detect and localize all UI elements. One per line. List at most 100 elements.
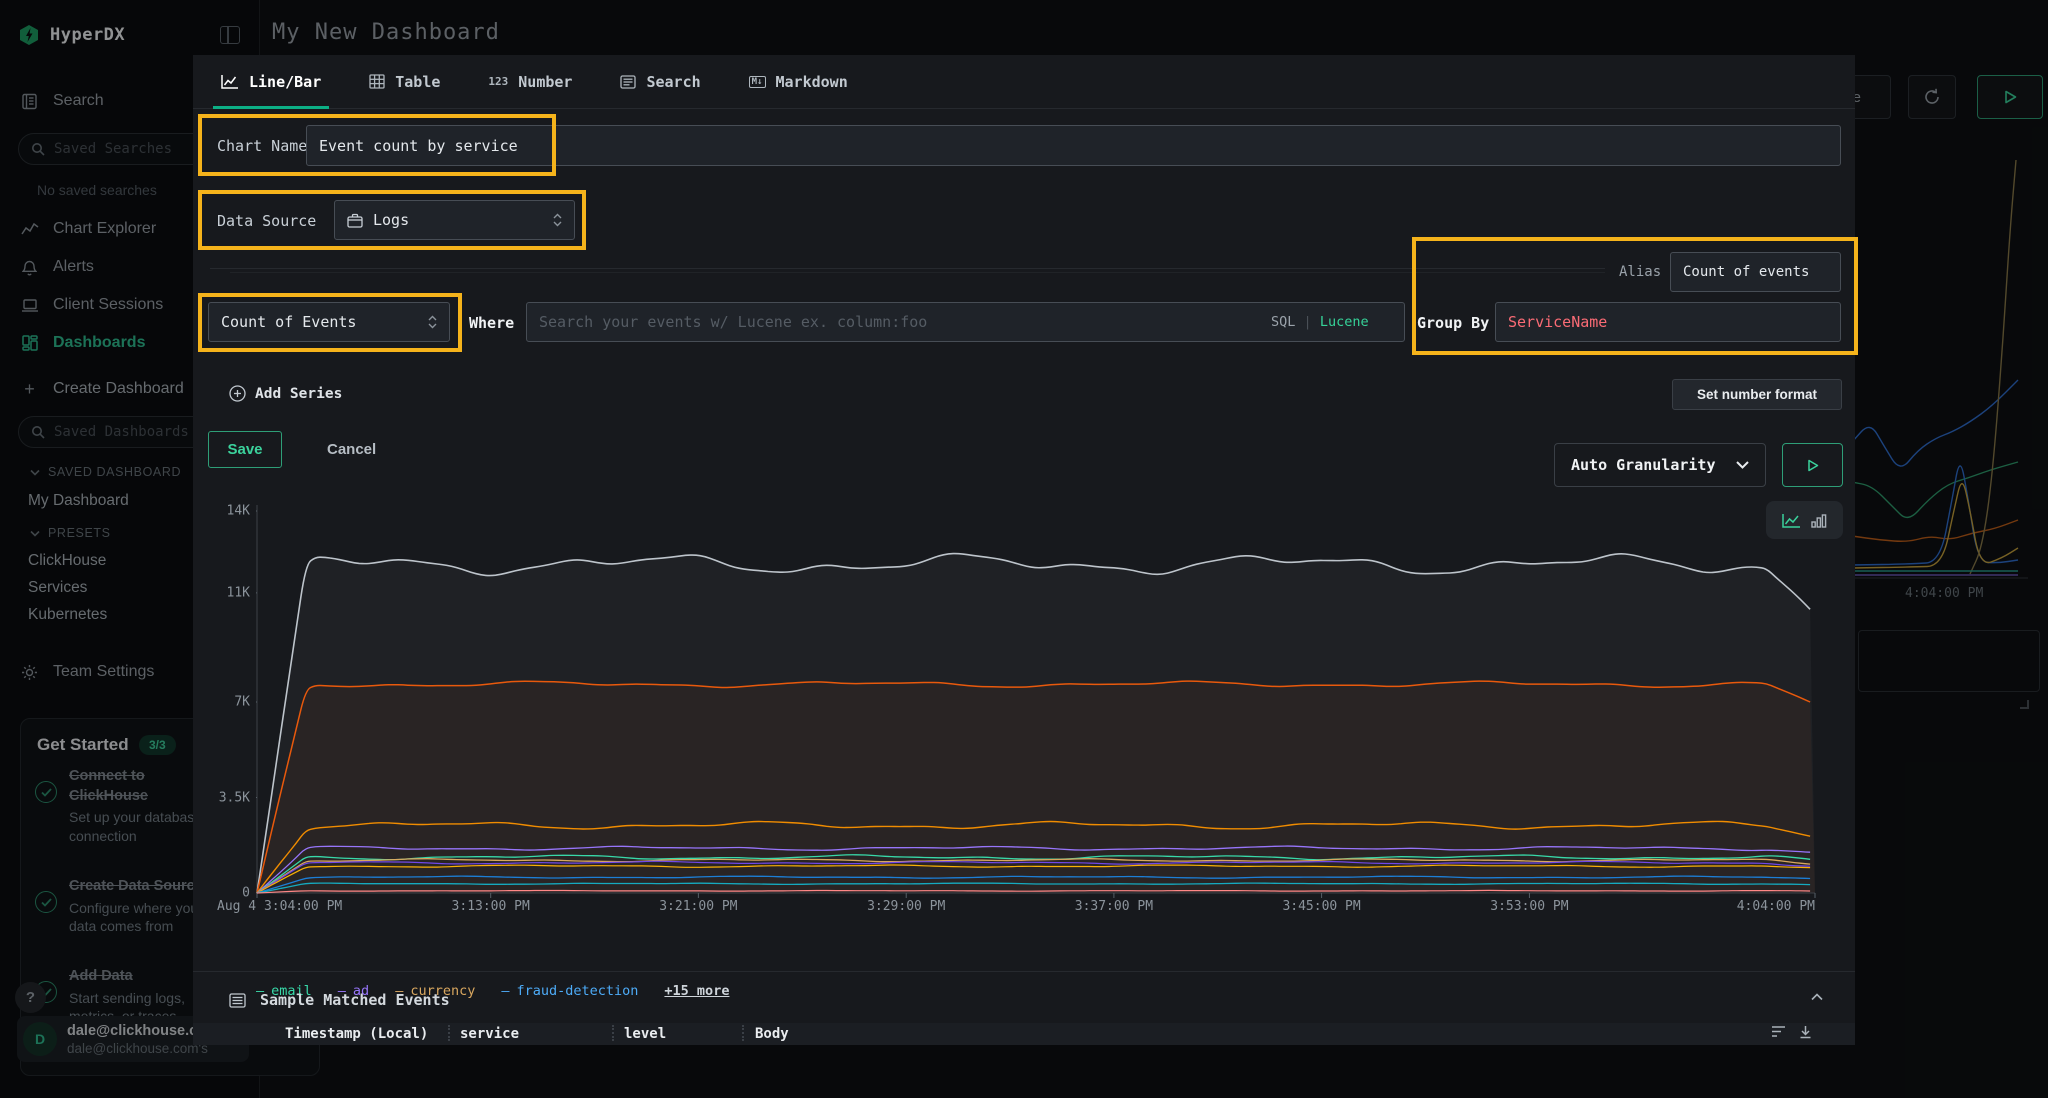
where-search-input[interactable]: [526, 302, 1405, 342]
sql-toggle[interactable]: SQL: [1271, 314, 1296, 330]
bar-mode-icon[interactable]: [1811, 513, 1827, 528]
chart-line-icon: [20, 222, 39, 236]
sidebar-item-dashboards[interactable]: Dashboards: [0, 328, 260, 358]
alias-input[interactable]: [1670, 252, 1841, 292]
plus-icon: +: [24, 378, 35, 399]
data-source-label: Data Source: [217, 212, 317, 230]
sidebar-item-my-dashboard[interactable]: My Dashboard: [28, 492, 129, 509]
laptop-icon: [20, 298, 39, 313]
aggregation-select[interactable]: Count of Events: [208, 302, 450, 342]
sidebar-item-label: Team Settings: [53, 663, 155, 680]
markdown-icon: M↓: [748, 75, 766, 88]
get-started-item-desc: Configure where your data comes from: [69, 899, 203, 935]
list-icon: [229, 992, 246, 1008]
presets-section[interactable]: PRESETS: [30, 526, 111, 540]
sidebar-collapse-icon[interactable]: [220, 26, 240, 44]
get-started-item[interactable]: Create Data Source Configure where your …: [35, 877, 225, 936]
x-tick-label: 3:13:00 PM: [451, 899, 530, 914]
background-dashboard-chart: [1852, 150, 2028, 620]
background-panel-fragment: [1858, 630, 2040, 692]
user-org: dale@clickhouse.com's: [67, 1041, 208, 1056]
timeseries-chart[interactable]: 0 3.5K 7K 11K 14K Aug 4 3:04:00 PM 3:13:00 PM…: [217, 503, 1816, 914]
get-started-item[interactable]: Connect to ClickHouse Set up your databa…: [35, 767, 225, 846]
page-title: My New Dashboard: [272, 20, 500, 45]
sidebar-item-team-settings[interactable]: Team Settings: [0, 657, 260, 687]
chart-name-input[interactable]: [306, 125, 1841, 166]
sort-lines-icon[interactable]: [1771, 1025, 1786, 1038]
legend-item[interactable]: — fraud-detection: [501, 983, 639, 999]
get-started-item-desc: Set up your database connection: [69, 809, 203, 845]
number-123-icon: 123: [488, 75, 509, 88]
x-tick-label: 3:53:00 PM: [1490, 899, 1569, 914]
brand-name: HyperDX: [50, 25, 126, 45]
refresh-button[interactable]: [1908, 75, 1956, 119]
chart-type-tabbar: Line/Bar Table 123 Number Search M↓ Ma: [193, 55, 1855, 109]
updown-chevron-icon: [428, 315, 437, 329]
column-header[interactable]: level: [624, 1026, 667, 1042]
magnifier-icon: [31, 142, 45, 156]
chevron-down-icon: [1736, 461, 1749, 469]
check-circle-icon: [35, 781, 57, 803]
sidebar-item-label: Client Sessions: [53, 296, 164, 313]
run-chart-button[interactable]: [1782, 443, 1843, 487]
sidebar-item-client-sessions[interactable]: Client Sessions: [0, 290, 260, 320]
sidebar-item-services[interactable]: Services: [28, 579, 88, 596]
lucene-toggle[interactable]: Lucene: [1319, 314, 1369, 330]
create-dashboard-label: Create Dashboard: [53, 380, 184, 397]
chart-legend: — email — ad — currency — fraud-detection +1…: [256, 983, 729, 999]
data-source-select[interactable]: Logs: [334, 200, 575, 240]
brand[interactable]: HyperDX: [18, 24, 125, 46]
collapse-chevron-icon[interactable]: [1811, 993, 1823, 1001]
line-mode-icon[interactable]: [1782, 513, 1801, 528]
query-language-toggle[interactable]: SQL | Lucene: [1271, 314, 1369, 330]
column-header[interactable]: Timestamp (Local): [285, 1026, 429, 1042]
avatar: D: [23, 1022, 57, 1056]
tab-number[interactable]: 123 Number: [488, 72, 573, 91]
tab-table[interactable]: Table: [369, 55, 440, 109]
sidebar-item-label: Chart Explorer: [53, 220, 157, 237]
panel-resize-handle[interactable]: [2020, 700, 2029, 709]
bell-icon: [20, 259, 39, 276]
save-button[interactable]: Save: [208, 431, 282, 468]
legend-item[interactable]: — ad: [337, 983, 370, 999]
tab-line-bar[interactable]: Line/Bar: [212, 55, 330, 109]
legend-item[interactable]: — email: [256, 983, 312, 999]
tab-search[interactable]: Search: [620, 55, 701, 109]
table-icon: [369, 74, 385, 89]
sidebar-item-kubernetes[interactable]: Kubernetes: [28, 606, 108, 623]
magnifier-icon: [31, 425, 45, 439]
legend-more-link[interactable]: +15 more: [664, 983, 730, 999]
saved-dashboards-input[interactable]: [54, 424, 204, 440]
cancel-button[interactable]: Cancel: [315, 431, 388, 468]
group-by-input[interactable]: [1495, 302, 1841, 342]
sample-events-header[interactable]: Sample Matched Events: [229, 991, 450, 1009]
tab-markdown[interactable]: M↓ Markdown: [748, 55, 848, 109]
granularity-select[interactable]: Auto Granularity: [1554, 443, 1766, 487]
get-started-item-title: Connect to ClickHouse: [69, 768, 148, 804]
chevron-down-icon: [30, 530, 40, 537]
x-tick-label: 3:29:00 PM: [867, 899, 946, 914]
sidebar-item-label: Dashboards: [53, 334, 146, 351]
x-tick-label: 3:45:00 PM: [1282, 899, 1361, 914]
sidebar-item-chart-explorer[interactable]: Chart Explorer: [0, 214, 260, 244]
saved-searches-input[interactable]: [54, 141, 204, 157]
sidebar-item-search[interactable]: Search: [0, 86, 260, 116]
add-series-button[interactable]: Add Series: [229, 385, 342, 402]
set-number-format-button[interactable]: Set number format: [1672, 379, 1842, 410]
sample-events-table-header: Timestamp (Local) service level Body: [193, 1023, 1855, 1045]
legend-item[interactable]: — currency: [395, 983, 476, 999]
sidebar-item-alerts[interactable]: Alerts: [0, 252, 260, 282]
no-saved-searches-text: No saved searches: [37, 182, 157, 198]
search-doc-icon: [20, 93, 39, 110]
saved-dashboards-section[interactable]: SAVED DASHBOARD: [30, 465, 181, 479]
download-icon[interactable]: [1799, 1025, 1812, 1039]
chart-name-label: Chart Name: [217, 137, 308, 155]
gear-icon: [20, 664, 39, 681]
create-dashboard-button[interactable]: + Create Dashboard: [0, 374, 260, 404]
run-query-button[interactable]: [1977, 75, 2043, 119]
column-header[interactable]: service: [460, 1026, 520, 1042]
chevron-down-icon: [30, 469, 40, 476]
column-header[interactable]: Body: [755, 1026, 789, 1042]
sidebar-item-clickhouse[interactable]: ClickHouse: [28, 552, 107, 569]
help-button[interactable]: ?: [15, 982, 46, 1013]
